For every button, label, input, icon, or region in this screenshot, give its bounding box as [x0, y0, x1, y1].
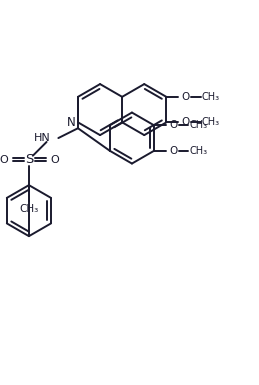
- Text: O: O: [0, 155, 8, 165]
- Text: O: O: [182, 117, 190, 127]
- Text: CH₃: CH₃: [202, 117, 220, 127]
- Text: N: N: [67, 116, 75, 129]
- Text: CH₃: CH₃: [189, 120, 207, 130]
- Text: CH₃: CH₃: [189, 146, 207, 156]
- Text: CH₃: CH₃: [202, 92, 220, 102]
- Text: HN: HN: [34, 133, 51, 143]
- Text: CH₃: CH₃: [19, 204, 39, 214]
- Text: O: O: [170, 146, 178, 156]
- Text: O: O: [50, 155, 59, 165]
- Text: S: S: [25, 153, 33, 166]
- Text: O: O: [170, 120, 178, 130]
- Text: O: O: [182, 92, 190, 102]
